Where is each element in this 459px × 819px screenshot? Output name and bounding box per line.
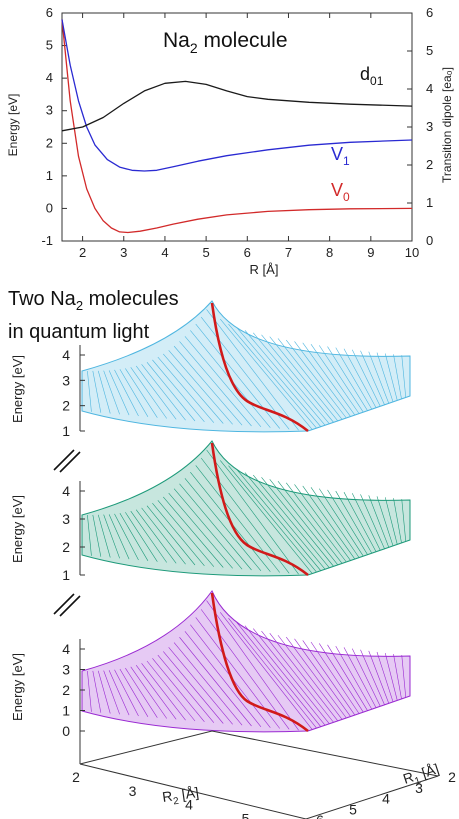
z-tick-label: 2 [62, 682, 70, 698]
base-axes [79, 730, 439, 819]
surface-title: Two Na2 molecules in quantum light [8, 286, 179, 345]
r1-tick-label: 6 [316, 812, 324, 819]
series-lines [61, 19, 413, 234]
y2-tick-label: 1 [426, 195, 433, 210]
r1-tick-label: 5 [349, 801, 357, 817]
r1-tick-label: 3 [415, 780, 423, 796]
y2-tick-label: 3 [426, 119, 433, 134]
y-tick-label: -1 [41, 233, 53, 248]
x-tick-label: 5 [203, 245, 210, 260]
base-tick-labels: 2345665432 [72, 769, 456, 819]
axis-break-mark-2 [53, 593, 81, 617]
chart-title: Na2 molecule [163, 29, 288, 56]
z-tick-label: 1 [62, 567, 70, 583]
x-tick-label: 8 [326, 245, 333, 260]
floor-back [79, 730, 439, 777]
r2-tick-label: 4 [185, 797, 193, 813]
x-tick-label: 10 [405, 245, 419, 260]
surface-mesh [81, 589, 411, 733]
x-tick-label: 9 [367, 245, 374, 260]
z-tick-label: 4 [62, 483, 70, 499]
surface-plots: 1 2 3 4 1 2 3 4 0 1 2 3 4 Energy [eV] Energy [eV] En… [10, 300, 456, 819]
surface-title-line1: Two Na2 molecules [8, 288, 179, 313]
z-axis-label-2: Energy [eV] [10, 495, 25, 563]
r1-tick-label: 4 [382, 791, 390, 807]
x-tick-label: 4 [161, 245, 168, 260]
surface-panel-2: 1 2 3 4 [62, 440, 411, 583]
r2-tick-label: 2 [72, 769, 80, 785]
series-line-d01 [61, 80, 413, 132]
axis-ticks: 2 3 4 5 6 7 8 9 10 -1 0 1 2 3 4 5 6 0 1 2 3 4 5 6 [41, 5, 433, 260]
y-tick-label: 0 [46, 200, 53, 215]
r2-axis-label: R2 [Å] [161, 784, 200, 809]
r2-tick-label: 3 [129, 783, 137, 799]
x-tick-label: 6 [244, 245, 251, 260]
series-label-v0: V0 [331, 180, 350, 204]
z-tick-label: 1 [62, 423, 70, 439]
y-tick-label: 3 [46, 103, 53, 118]
x-tick-label: 2 [79, 245, 86, 260]
surface-panel-3: 0 1 2 3 4 [62, 589, 411, 739]
y-tick-label: 1 [46, 168, 53, 183]
surface-mesh [81, 300, 411, 433]
z-axis-label-3: Energy [eV] [10, 653, 25, 721]
z-tick-label: 4 [62, 347, 70, 363]
z-tick-label: 2 [62, 398, 70, 414]
floor-front [79, 763, 439, 819]
series-line-v1 [61, 19, 413, 172]
surface-grid [87, 449, 407, 575]
series-label-v1: V1 [331, 144, 350, 168]
x-tick-label: 7 [285, 245, 292, 260]
minimum-energy-path [210, 302, 309, 433]
x-tick-label: 3 [120, 245, 127, 260]
axis-break-mark-1 [53, 449, 81, 473]
r1-axis-label: R1 [Å] [401, 760, 442, 790]
surface-grid [87, 600, 407, 731]
surface-title-line2: in quantum light [8, 321, 150, 343]
y-tick-label: 6 [46, 5, 53, 20]
y2-tick-label: 5 [426, 43, 433, 58]
r1-tick-label: 2 [448, 769, 456, 785]
r2-tick-label: 5 [242, 810, 250, 819]
y-tick-label: 5 [46, 38, 53, 53]
series-line-v0 [61, 19, 413, 234]
y2-tick-label: 4 [426, 81, 433, 96]
y-axis-label: Energy [eV] [6, 94, 20, 157]
series-label-d01: d01 [360, 64, 384, 88]
minimum-energy-path [210, 442, 309, 577]
minimum-energy-path [210, 592, 309, 733]
y2-axis-label: Transition dipole [ea₀] [440, 67, 454, 183]
z-axis-label-1: Energy [eV] [10, 355, 25, 423]
z-tick-label: 3 [62, 372, 70, 388]
potential-energy-chart: 2 3 4 5 6 7 8 9 10 -1 0 1 2 3 4 5 6 0 1 2 3 4 5 6 R [Å] Energy … [6, 5, 454, 277]
y2-tick-label: 2 [426, 157, 433, 172]
z-tick-label: 3 [62, 662, 70, 678]
surface-grid [87, 309, 407, 431]
surface-mesh [81, 440, 411, 577]
y-tick-label: 2 [46, 135, 53, 150]
y2-tick-label: 6 [426, 5, 433, 20]
z-tick-label: 4 [62, 641, 70, 657]
z-tick-label: 3 [62, 511, 70, 527]
y-tick-label: 4 [46, 70, 53, 85]
z-tick-label: 2 [62, 539, 70, 555]
z-tick-label: 1 [62, 703, 70, 719]
y2-tick-label: 0 [426, 233, 433, 248]
z-tick-label: 0 [62, 723, 70, 739]
x-axis-label: R [Å] [250, 262, 279, 277]
surface-panel-1: 1 2 3 4 [62, 300, 411, 439]
